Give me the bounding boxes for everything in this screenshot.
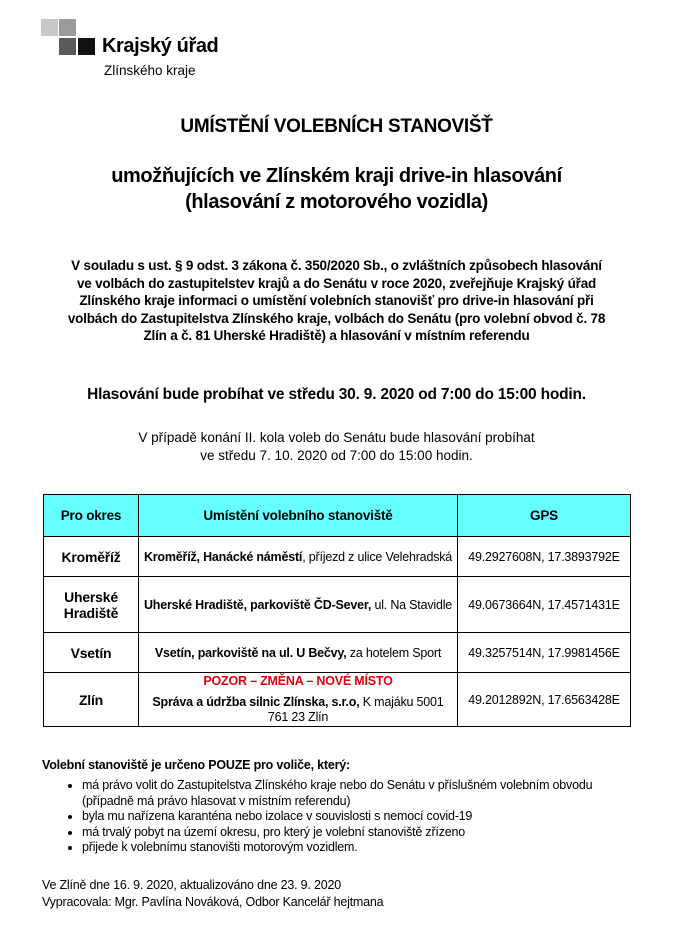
table-row: Zlín POZOR – ZMĚNA – NOVÉ MÍSTO Správa a… [43, 672, 631, 727]
cell-gps: 49.0673664N, 17.4571431E [457, 576, 631, 633]
table-row: Uherské Hradiště Uherské Hradiště, parko… [43, 576, 631, 633]
cell-okres: Vsetín [43, 632, 139, 673]
cell-misto: POZOR – ZMĚNA – NOVÉ MÍSTO Správa a údrž… [138, 672, 458, 727]
cell-gps: 49.2012892N, 17.6563428E [457, 672, 631, 727]
table-header-row: Pro okres Umístění volebního stanoviště … [43, 494, 631, 537]
place-line2: 761 23 Zlín [267, 710, 329, 724]
intro-line: Zlínského kraje informaci o umístění vol… [79, 293, 594, 308]
table-row: Vsetín Vsetín, parkoviště na ul. U Bečvy… [43, 632, 631, 673]
second-round-info: V případě konání II. kola voleb do Senát… [0, 429, 673, 464]
change-notice: POZOR – ZMĚNA – NOVÉ MÍSTO [203, 674, 393, 688]
intro-line: Zlín a č. 81 Uherské Hradiště) a hlasová… [143, 328, 530, 343]
intro-paragraph: V souladu s ust. § 9 odst. 3 zákona č. 3… [0, 257, 673, 345]
logo-square [59, 38, 76, 55]
logo-square [78, 38, 95, 55]
place-bold: Kroměříž, Hanácké náměstí [143, 549, 303, 564]
list-item: byla mu nařízena karanténa nebo izolace … [82, 809, 642, 825]
cell-gps: 49.2927608N, 17.3893792E [457, 536, 631, 577]
place-bold: Správa a údržba silnic Zlínska, s.r.o, [152, 695, 360, 709]
cell-okres: Uherské Hradiště [43, 576, 139, 633]
list-item: přijede k volebnímu stanovišti motorovým… [82, 840, 642, 856]
subheading-line: (hlasování z motorového vozidla) [185, 191, 488, 213]
intro-line: V souladu s ust. § 9 odst. 3 zákona č. 3… [71, 258, 602, 273]
second-round-line: ve středu 7. 10. 2020 od 7:00 do 15:00 h… [200, 447, 473, 463]
header-okres: Pro okres [43, 494, 139, 537]
second-round-line: V případě konání II. kola voleb do Senát… [138, 430, 535, 445]
cell-okres: Kroměříž [43, 536, 139, 577]
subheading-line: umožňujících ve Zlínském kraji drive-in … [111, 165, 562, 187]
eligibility-title: Volební stanoviště je určeno POUZE pro v… [42, 758, 351, 772]
stations-table: Pro okres Umístění volebního stanoviště … [43, 494, 631, 727]
place-bold: Vsetín, parkoviště na ul. U Bečvy, [154, 645, 347, 660]
logo-title: Krajský úřad [102, 35, 219, 57]
cell-misto: Kroměříž, Hanácké náměstí, příjezd z uli… [138, 536, 458, 577]
intro-line: ve volbách do zastupitelstev krajů a do … [76, 275, 597, 291]
logo-square [59, 19, 76, 36]
place-rest: , příjezd z ulice Velehradská [302, 549, 453, 564]
list-item: má trvalý pobyt na území okresu, pro kte… [82, 825, 642, 841]
footer-date: Ve Zlíně dne 16. 9. 2020, aktualizováno … [42, 878, 341, 892]
voting-time: Hlasování bude probíhat ve středu 30. 9.… [87, 386, 586, 403]
place-rest: ul. Na Stavidle [371, 597, 453, 612]
list-item: má právo volit do Zastupitelstva Zlínské… [82, 778, 642, 809]
cell-okres: Zlín [43, 672, 139, 727]
cell-misto: Uherské Hradiště, parkoviště ČD-Sever, u… [138, 576, 458, 633]
place-rest: za hotelem Sport [346, 645, 442, 660]
eligibility-section: Volební stanoviště je určeno POUZE pro v… [42, 758, 642, 856]
cell-misto: Vsetín, parkoviště na ul. U Bečvy, za ho… [138, 632, 458, 673]
place-bold: Uherské Hradiště, parkoviště ČD-Sever, [143, 597, 372, 612]
cell-gps: 49.3257514N, 17.9981456E [457, 632, 631, 673]
header-gps: GPS [457, 494, 631, 537]
logo-subtitle: Zlínského kraje [104, 63, 196, 78]
header-misto: Umístění volebního stanoviště [138, 494, 458, 537]
footer: Ve Zlíně dne 16. 9. 2020, aktualizováno … [42, 877, 384, 911]
place-rest: K majáku 5001 [359, 695, 444, 709]
logo-square [41, 19, 58, 36]
intro-line: volbách do Zastupitelstva Zlínského kraj… [67, 310, 606, 326]
page-title: UMÍSTĚNÍ VOLEBNÍCH STANOVIŠŤ [180, 116, 493, 137]
table-row: Kroměříž Kroměříž, Hanácké náměstí, příj… [43, 536, 631, 577]
eligibility-list: má právo volit do Zastupitelstva Zlínské… [42, 778, 642, 856]
subheading: umožňujících ve Zlínském kraji drive-in … [0, 163, 673, 215]
footer-author: Vypracovala: Mgr. Pavlína Nováková, Odbo… [42, 895, 384, 909]
